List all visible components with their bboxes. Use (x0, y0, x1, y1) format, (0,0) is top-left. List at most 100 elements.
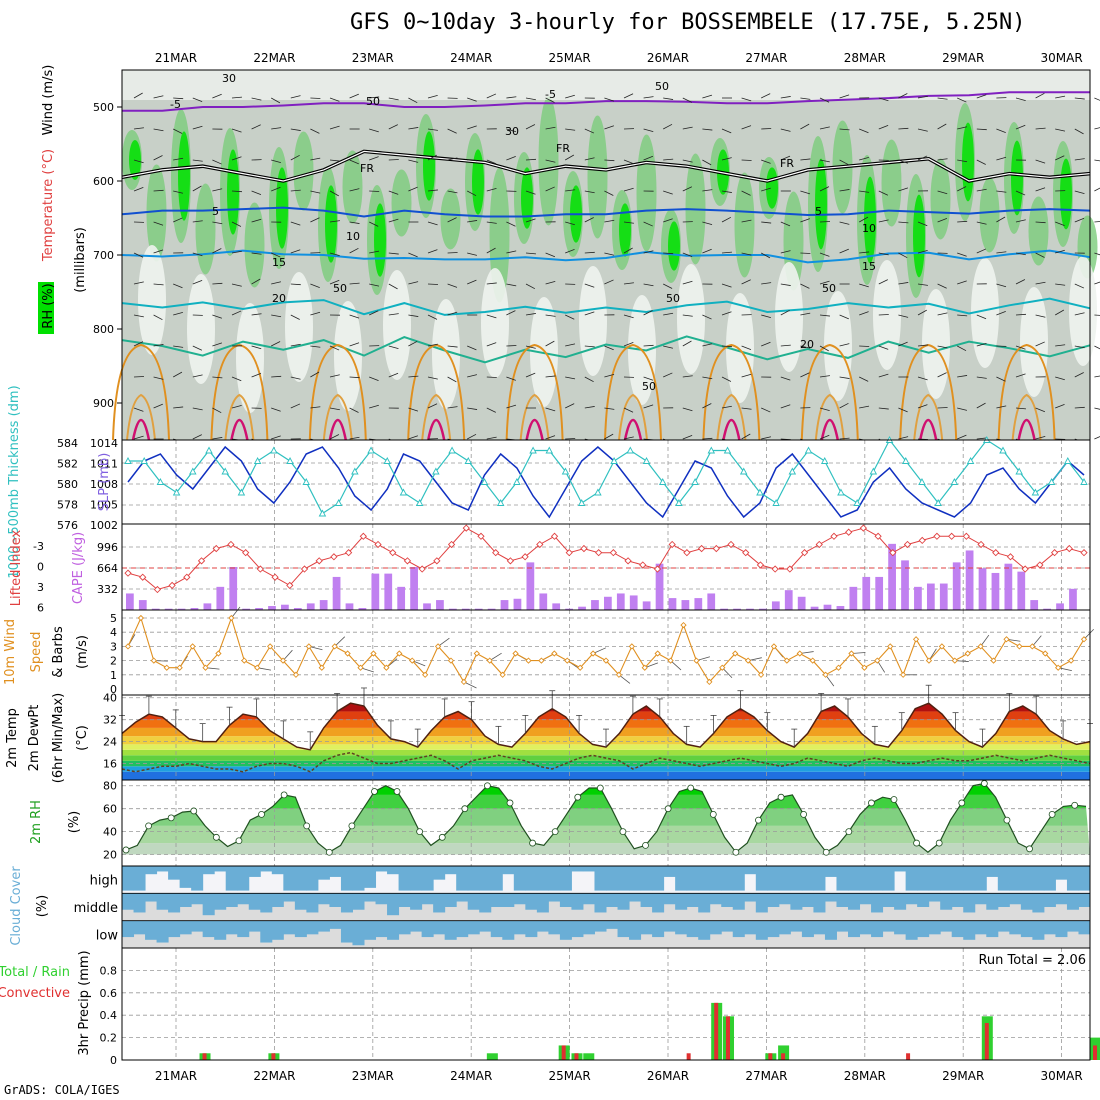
wind-speed-point (512, 650, 519, 657)
wind-barb (153, 95, 164, 99)
temp-band (122, 749, 1090, 756)
wind-barb (1055, 95, 1066, 99)
wind-barb (761, 436, 772, 440)
contour-label: FR (360, 162, 374, 175)
thickness-point (513, 478, 521, 485)
cloud-cover-cell (755, 893, 768, 913)
wind-barb (369, 156, 379, 161)
wind-barb (525, 372, 536, 378)
thickness-point (966, 457, 975, 464)
wind-barb (859, 376, 869, 382)
cloud-cover-cell (387, 866, 400, 875)
wind-barb (525, 283, 536, 290)
wind-barb (623, 187, 634, 192)
rh-point (529, 839, 536, 847)
wind-barb (917, 221, 928, 227)
wind-barb (761, 128, 772, 130)
wind-barb (545, 252, 556, 258)
wind-barb (192, 125, 203, 130)
thickness-point (140, 457, 148, 464)
wind-barb (486, 159, 497, 165)
date-axis-bottom: 21MAR 22MAR 23MAR 24MAR 25MAR 26MAR 27MAR 28MAR… (155, 1069, 1083, 1083)
wind-barb (349, 247, 359, 254)
wind-speed-point (228, 614, 235, 622)
cloud-cover-cell (824, 893, 837, 902)
rh-low-fill (579, 266, 607, 376)
wind-barb (565, 94, 575, 99)
wind-barb (604, 219, 615, 223)
cape-bar (164, 608, 173, 610)
cloud-cover-cell (364, 893, 377, 902)
rh-point (122, 846, 130, 854)
cloud-cover-cell (352, 920, 365, 946)
wind-barb (702, 248, 712, 254)
cloud-cover-cell (871, 920, 884, 938)
cloud-cover-cell (168, 866, 181, 880)
rh-point (755, 816, 762, 824)
contour-label: 30 (222, 72, 236, 85)
rh-low-fill (824, 291, 852, 401)
wind-barb (878, 252, 889, 256)
wind-barb (212, 93, 222, 99)
rh-point (709, 811, 717, 818)
rh-point (484, 782, 491, 790)
wind-barb (467, 433, 477, 440)
cloud-cover-cell (732, 893, 745, 910)
cloud-cover-cell (294, 920, 307, 938)
cape-bar (797, 596, 806, 610)
cape-bar (306, 603, 315, 610)
wind-barb (741, 407, 752, 410)
wind-barb (917, 404, 928, 409)
rh-point (258, 811, 265, 818)
ylabel-wind: Wind (m/s) (41, 65, 56, 136)
rh-contour-fill (195, 183, 216, 275)
ylabel-lifted-index: Lifted Index (9, 529, 24, 606)
wind-barb (153, 155, 163, 161)
wind-barb (584, 283, 595, 288)
wind-barb (486, 342, 497, 347)
cloud-cover-cell (1055, 893, 1068, 905)
wind-barb (349, 221, 360, 224)
cloud-cover-cell (375, 893, 388, 905)
date-label-top: 28MAR (844, 51, 886, 65)
thickness-point (367, 446, 375, 454)
rh-low-fill (1020, 287, 1048, 397)
precip-convective-bar (202, 1053, 207, 1060)
wind-barb (565, 249, 575, 254)
precip-convective-bar (574, 1053, 579, 1060)
cloud-cover-cell (1043, 920, 1056, 935)
thickness-point (480, 478, 489, 485)
rh-low-fill (775, 262, 803, 372)
wind-speed-point (564, 657, 571, 664)
precip-total-bar (778, 1045, 790, 1060)
cloud-cover-cell (571, 866, 584, 872)
wind-barb (545, 407, 556, 412)
isotherm-5 (121, 206, 1091, 218)
wind-barb (565, 128, 576, 131)
wind-barb (780, 283, 791, 286)
wind-speed-point (241, 657, 248, 664)
thickness-point (739, 467, 748, 475)
wind-barb (467, 220, 478, 223)
cape-bar (836, 606, 845, 610)
wind-barb (525, 218, 536, 223)
wind-barb (545, 375, 556, 378)
cape-bar (1004, 563, 1013, 610)
rh-high-fill (668, 221, 680, 271)
wind-barb (1055, 404, 1065, 409)
cloud-cover-cell (283, 920, 296, 935)
wind-barb (1035, 92, 1045, 99)
thickness-point (1031, 488, 1040, 496)
li-point (697, 544, 706, 553)
wind-speed-point (396, 650, 403, 657)
cloud-cover-cell (294, 893, 307, 910)
cloud-cover-cell (467, 920, 480, 935)
thickness-point (837, 488, 845, 496)
wind-barb (917, 250, 928, 254)
cloud-cover-cell (340, 920, 353, 943)
rh-point (1071, 801, 1079, 809)
wind-barb (643, 221, 653, 227)
wind-speed-point (1080, 636, 1088, 643)
cloud-cover-cell (548, 920, 561, 935)
rh-point (1048, 811, 1056, 818)
